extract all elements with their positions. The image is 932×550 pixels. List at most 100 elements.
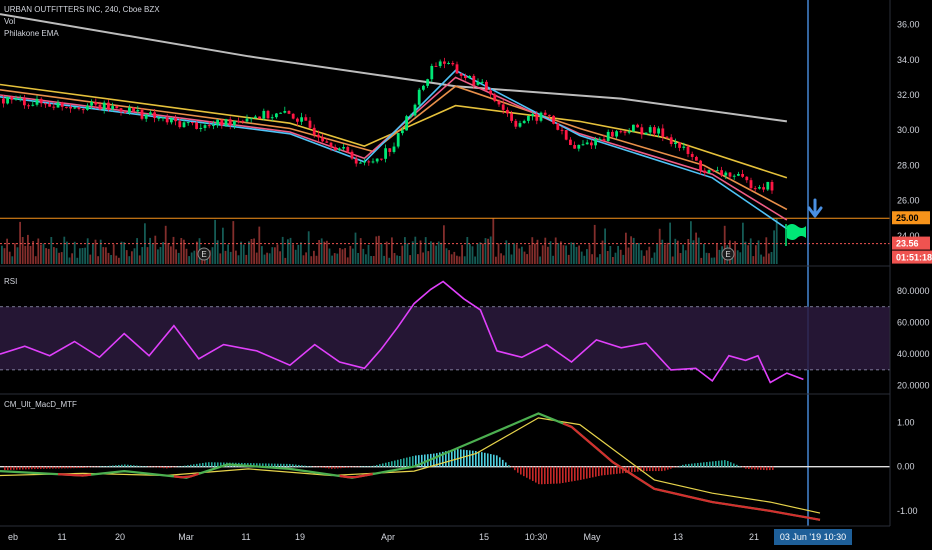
volume-bar <box>768 253 770 264</box>
macd-histogram-bar <box>115 465 117 467</box>
volume-bar <box>206 257 209 264</box>
time-tick: 20 <box>115 532 125 542</box>
candle-body <box>501 104 505 110</box>
macd-histogram-bar <box>496 455 498 467</box>
macd-histogram-bar <box>673 466 675 468</box>
volume-bar <box>658 228 661 264</box>
volume-bar <box>170 246 172 264</box>
candle-body <box>510 113 513 121</box>
macd-histogram-bar <box>31 466 33 470</box>
candle-body <box>489 90 492 95</box>
countdown-tag: 01:51:18 <box>896 253 932 263</box>
candle-body <box>165 117 169 123</box>
volume-bar <box>544 237 547 264</box>
volume-bar <box>534 243 536 264</box>
volume-bar <box>53 247 55 264</box>
macd-histogram-bar <box>715 461 717 467</box>
rsi-pane[interactable] <box>0 280 890 384</box>
volume-bar <box>619 249 622 264</box>
volume-bar <box>492 218 495 264</box>
volume-bar <box>528 245 531 264</box>
candle-body <box>619 131 623 133</box>
volume-bar <box>414 236 417 264</box>
macd-histogram-bar <box>286 463 288 467</box>
volume-bar <box>567 254 570 264</box>
candle-body <box>577 144 581 149</box>
volume-bar <box>775 218 778 264</box>
macd-histogram-bar <box>367 466 369 467</box>
volume-bar <box>185 248 188 264</box>
volume-bar <box>341 249 344 264</box>
time-tick: 21 <box>749 532 759 542</box>
candle-body <box>396 133 400 147</box>
candle-body <box>249 118 253 120</box>
volume-bar <box>276 244 279 264</box>
macd-histogram-bar <box>463 449 465 467</box>
macd-histogram-bar <box>199 463 201 467</box>
candle-body <box>241 120 245 122</box>
volume-bar <box>635 243 638 264</box>
volume-bar <box>162 242 164 264</box>
volume-bar <box>73 241 76 264</box>
volume-bar <box>599 254 601 264</box>
macd-histogram-bar <box>628 466 630 473</box>
rsi-label: RSI <box>4 277 17 286</box>
candle-body <box>266 110 270 119</box>
volume-bar <box>14 243 16 264</box>
candle-body <box>56 102 60 108</box>
macd-histogram-bar <box>301 465 303 467</box>
volume-bar <box>209 250 211 264</box>
volume-bar <box>765 237 768 264</box>
volume-bar <box>58 252 60 264</box>
candle-body <box>98 104 102 110</box>
volume-bar <box>50 237 53 264</box>
candle-body <box>174 118 177 122</box>
macd-histogram-bar <box>142 466 144 467</box>
volume-bar <box>120 241 123 264</box>
macd-histogram-bar <box>502 459 504 467</box>
volume-bar <box>622 254 625 264</box>
volume-bar <box>700 257 703 264</box>
volume-bar <box>684 250 687 264</box>
candle-body <box>737 173 740 176</box>
volume-bar <box>396 255 398 264</box>
candle-body <box>216 119 219 125</box>
candle-body <box>560 129 564 131</box>
macd-histogram-bar <box>760 466 762 470</box>
volume-bar <box>3 248 6 264</box>
macd-histogram-bar <box>766 466 768 471</box>
volume-bar <box>180 238 183 264</box>
volume-bar <box>669 222 671 264</box>
macd-histogram-bar <box>7 466 9 470</box>
volume-bar <box>430 241 432 264</box>
macd-histogram-bar <box>292 464 294 467</box>
volume-bar <box>734 241 736 264</box>
candle-body <box>531 114 534 116</box>
macd-histogram-bar <box>547 466 549 484</box>
volume-bar <box>708 253 710 264</box>
volume-bar <box>401 245 404 264</box>
macd-histogram-bar <box>55 466 57 469</box>
macd-histogram-bar <box>187 465 189 467</box>
volume-bar <box>211 247 214 264</box>
candle-body <box>2 98 5 104</box>
volume-label: Vol <box>4 17 15 26</box>
candle-body <box>762 187 765 190</box>
macd-histogram-bar <box>154 466 156 468</box>
macd-histogram-bar <box>97 466 99 468</box>
rsi-tick: 80.0000 <box>897 286 930 296</box>
volume-bar <box>375 236 378 264</box>
macd-histogram-bar <box>532 466 534 481</box>
macd-histogram-bar <box>553 466 555 484</box>
candle-body <box>476 81 480 85</box>
macd-histogram-bar <box>448 450 450 467</box>
macd-histogram-bar <box>91 466 93 468</box>
volume-bar <box>627 247 630 264</box>
macd-histogram-bar <box>193 464 195 467</box>
candle-body <box>144 114 148 119</box>
volume-bar <box>81 248 84 264</box>
macd-pane[interactable] <box>0 412 890 521</box>
volume-bar <box>352 248 354 264</box>
macd-histogram-bar <box>595 466 597 477</box>
